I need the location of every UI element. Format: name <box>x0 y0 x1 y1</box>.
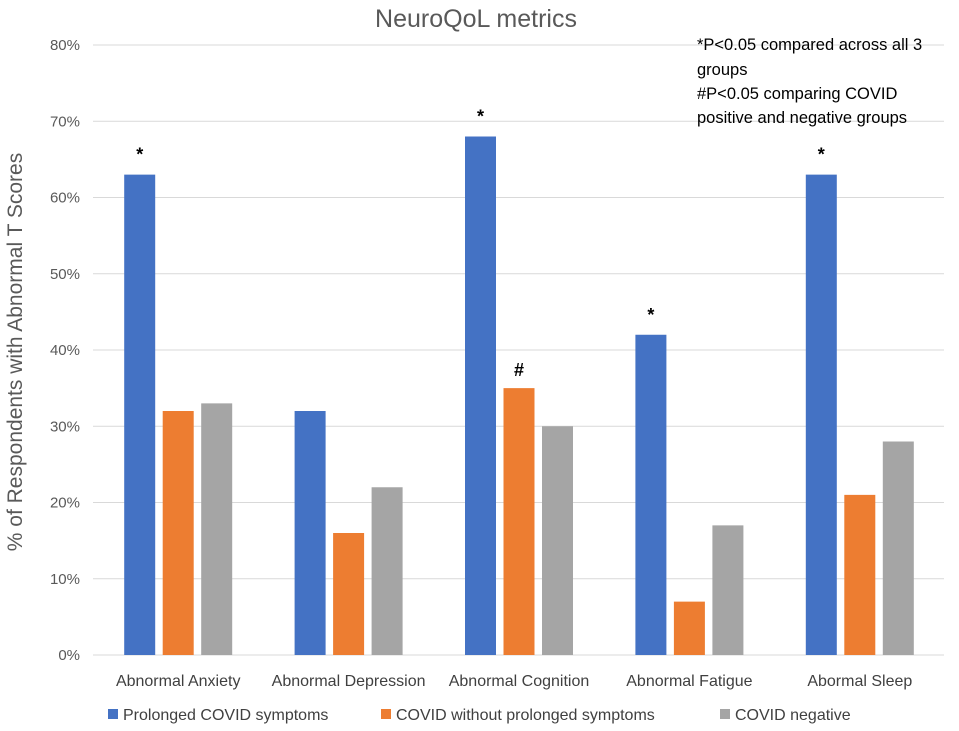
y-tick-label: 30% <box>50 418 80 435</box>
x-axis-categories: Abnormal Anxiety Abnormal Depression Abnor… <box>116 673 912 690</box>
bar <box>712 525 744 655</box>
bar <box>635 334 667 655</box>
x-category-label: Abnormal Depression <box>272 673 426 690</box>
x-category-label: Abnormal Anxiety <box>116 673 241 690</box>
significance-marks: * * # * * <box>136 107 825 381</box>
legend-swatch <box>720 709 730 719</box>
bar <box>542 426 573 655</box>
bar <box>124 174 156 655</box>
significance-mark: * <box>136 145 143 165</box>
y-tick-label: 60% <box>50 190 80 207</box>
x-category-label: Abnormal Cognition <box>449 673 590 690</box>
bar <box>465 136 496 655</box>
annotation-line: *P<0.05 compared across all 3 <box>697 36 922 54</box>
y-tick-label: 10% <box>50 571 80 588</box>
significance-mark: * <box>477 107 484 127</box>
legend-item: Prolonged COVID symptoms <box>108 707 328 724</box>
y-tick-label: 40% <box>50 342 80 359</box>
chart-title: NeuroQoL metrics <box>375 5 577 33</box>
bar <box>333 533 365 655</box>
y-tick-label: 20% <box>50 495 80 512</box>
legend-item: COVID without prolonged symptoms <box>381 707 655 724</box>
bar <box>201 403 233 655</box>
bar <box>673 601 705 655</box>
gridlines <box>93 44 944 656</box>
y-tick-label: 80% <box>50 37 80 54</box>
annotation-line: #P<0.05 comparing COVID <box>697 85 897 103</box>
significance-mark: # <box>514 360 524 380</box>
y-tick-label: 0% <box>58 647 80 664</box>
annotation-line: groups <box>697 61 747 79</box>
bar <box>844 494 876 655</box>
bar <box>805 174 837 655</box>
bar <box>371 487 403 655</box>
legend-label: COVID without prolonged symptoms <box>396 707 655 724</box>
y-axis-ticks: 0% 10% 20% 30% 40% 50% 60% 70% 80% <box>50 37 80 664</box>
significance-mark: * <box>818 145 825 165</box>
bar <box>162 411 194 655</box>
legend-swatch <box>381 709 391 719</box>
bars <box>124 136 914 655</box>
legend-label: COVID negative <box>735 707 851 724</box>
annotation-note: *P<0.05 compared across all 3 groups #P<… <box>697 36 922 127</box>
bar <box>882 441 914 655</box>
legend-swatch <box>108 709 118 719</box>
x-category-label: Abormal Sleep <box>807 673 912 690</box>
legend-label: Prolonged COVID symptoms <box>123 707 328 724</box>
x-category-label: Abnormal Fatigue <box>626 673 752 690</box>
bar <box>503 388 535 655</box>
y-tick-label: 50% <box>50 266 80 283</box>
y-tick-label: 70% <box>50 113 80 130</box>
y-axis-label: % of Respondents with Abnormal T Scores <box>4 153 27 551</box>
bar <box>294 411 326 655</box>
legend-item: COVID negative <box>720 707 851 724</box>
significance-mark: * <box>647 305 654 325</box>
legend: Prolonged COVID symptoms COVID without pr… <box>108 707 851 724</box>
annotation-line: positive and negative groups <box>697 109 907 127</box>
